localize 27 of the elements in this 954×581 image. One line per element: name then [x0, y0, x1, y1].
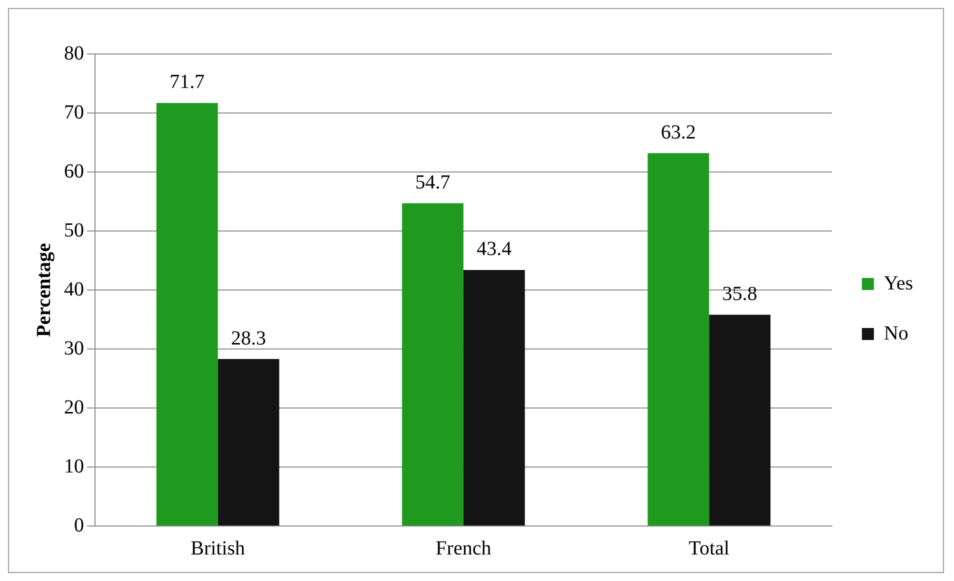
y-axis-title: Percentage — [33, 242, 56, 338]
y-tick-label: 30 — [64, 337, 84, 360]
y-tick-label: 10 — [64, 455, 84, 478]
y-tick-label: 0 — [74, 514, 84, 536]
legend-label: No — [884, 322, 908, 344]
data-label: 28.3 — [231, 327, 266, 350]
bar — [218, 359, 280, 526]
y-tick-label: 70 — [64, 101, 84, 124]
y-tick-label: 60 — [64, 160, 84, 182]
data-label: 35.8 — [722, 283, 758, 306]
data-label: 43.4 — [476, 238, 512, 260]
x-tick-label: French — [436, 537, 492, 560]
data-label: 71.7 — [170, 71, 205, 94]
data-label: 63.2 — [660, 121, 696, 144]
bar — [402, 203, 464, 526]
x-tick-label: Total — [688, 537, 730, 560]
legend-label: Yes — [884, 272, 914, 294]
y-tick-label: 80 — [64, 42, 84, 64]
x-tick-label: British — [190, 537, 246, 560]
y-tick-label: 50 — [64, 219, 84, 242]
bar — [156, 102, 218, 526]
y-tick-label: 40 — [64, 278, 84, 300]
bar — [709, 314, 770, 526]
bar — [463, 270, 525, 526]
bar — [648, 153, 710, 526]
data-label: 54.7 — [415, 172, 450, 194]
y-tick-label: 20 — [64, 396, 84, 418]
